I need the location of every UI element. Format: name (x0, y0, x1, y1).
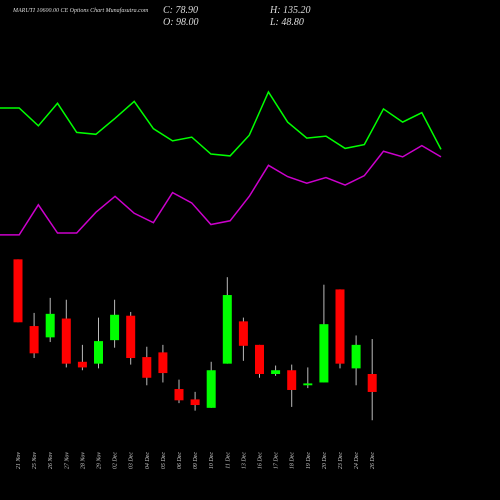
x-tick-label: 21 Nov (16, 452, 22, 470)
x-tick-label: 04 Dec (144, 452, 151, 469)
x-tick-label: 06 Dec (177, 452, 183, 469)
x-tick-label: 10 Dec (209, 452, 215, 469)
x-tick-label: 11 Dec (225, 452, 231, 469)
candle-body (94, 341, 103, 364)
summary: L: 48.80 (269, 17, 304, 28)
x-tick-label: 23 Dec (338, 452, 344, 469)
x-tick-label: 27 Nov (64, 452, 70, 470)
candle-body (287, 370, 297, 390)
candle-body (142, 357, 152, 378)
indicator-line (0, 90, 442, 157)
candle-body (238, 321, 248, 346)
summary: H: 135.20 (269, 5, 311, 16)
candle-body (206, 370, 216, 408)
x-tick-label: 17 Dec (274, 452, 280, 469)
x-tick-label: 20 Dec (322, 452, 328, 469)
summary: C: 78.90 (163, 5, 198, 16)
candle-body (222, 295, 232, 364)
x-tick-label: 19 Dec (306, 452, 312, 469)
x-tick-label: 24 Dec (353, 452, 360, 469)
x-tick-label: 18 Dec (290, 452, 296, 469)
candle-body (13, 259, 23, 323)
candle-body (126, 315, 136, 359)
x-tick-label: 26 Dec (370, 452, 376, 469)
x-tick-label: 26 Nov (48, 452, 54, 470)
candle-body (61, 318, 71, 364)
chart-title: MARUTI 10600.00 CE Options Chart Munafas… (12, 7, 149, 14)
summary: O: 98.00 (163, 17, 199, 28)
candle-body (174, 389, 184, 401)
x-tick-label: 29 Nov (97, 452, 103, 470)
candle-body (29, 326, 39, 354)
x-tick-label: 09 Dec (193, 452, 199, 469)
x-tick-label: 16 Dec (258, 452, 264, 469)
candle-body (158, 352, 168, 374)
candle-body (367, 374, 377, 392)
candle-body (190, 399, 200, 406)
candle-body (303, 383, 313, 386)
candle-body (110, 314, 120, 341)
indicator-line (0, 144, 442, 236)
x-tick-label: 05 Dec (161, 452, 167, 469)
candle-body (255, 344, 264, 374)
x-tick-label: 03 Dec (129, 452, 135, 469)
x-tick-label: 02 Dec (113, 452, 119, 469)
x-tick-label: 13 Dec (241, 452, 247, 469)
candle-body (351, 344, 361, 369)
candle-body (319, 324, 329, 383)
candle-body (45, 313, 55, 338)
candle-body (271, 370, 281, 374)
x-tick-label: 25 Nov (32, 452, 38, 470)
candle-body (335, 289, 345, 364)
candle-body (77, 361, 87, 368)
x-tick-label: 28 Nov (80, 452, 86, 470)
